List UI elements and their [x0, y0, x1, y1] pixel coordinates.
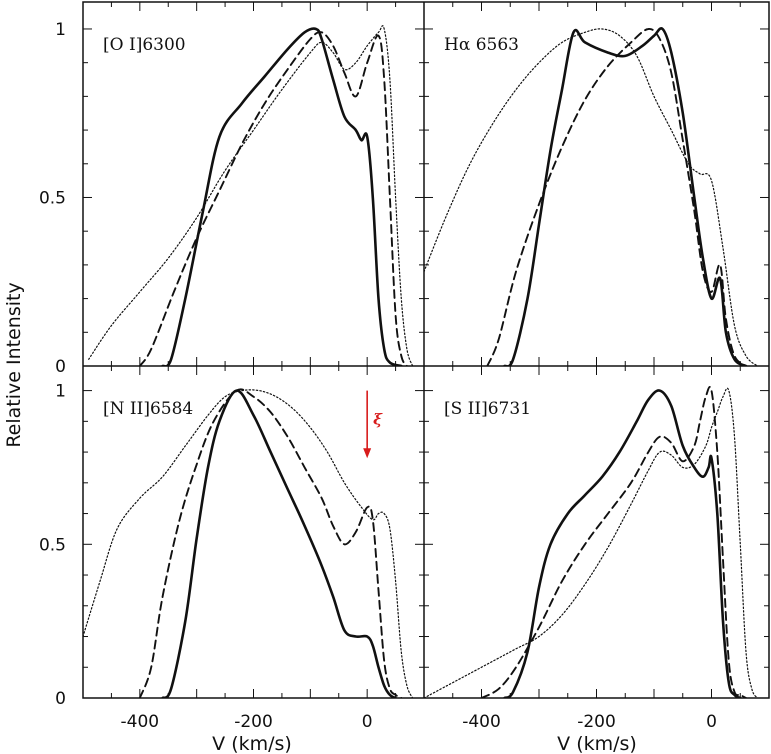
- panel-label: [N II]6584: [103, 399, 193, 419]
- x-tick-label: 0: [362, 712, 373, 732]
- series-line-dotted: [83, 389, 414, 698]
- series-line-solid: [503, 389, 742, 698]
- panels-layer: [O I]6300 Hα 6563 [N II]6584 [S II]6731 ξ: [83, 25, 759, 698]
- x-axis-label-left: V (km/s): [212, 733, 292, 754]
- ticks-panel-4: [423, 366, 770, 699]
- series-line-solid: [161, 389, 397, 698]
- y-tick-label: 1: [55, 382, 66, 402]
- y-tick-label: 0: [55, 357, 66, 377]
- series-line-dotted: [424, 28, 759, 366]
- panel-4: [424, 386, 759, 698]
- y-tick-label: 0.5: [39, 535, 66, 555]
- y-tick-label: 0.5: [39, 188, 66, 208]
- panel-2: [424, 27, 759, 366]
- y-tick-label: 0: [55, 689, 66, 709]
- y-tick-label: 1: [55, 20, 66, 40]
- plot-frame: [82, 1, 770, 699]
- ticks-layer: 0 0.5 1 0 0.5 1 -400 -200 0 -400 -200 0: [39, 2, 770, 732]
- annotation-label: ξ: [373, 411, 383, 429]
- series-line-dashed: [486, 28, 747, 366]
- ticks-panel-3: [82, 366, 425, 699]
- y-axis-label: Relative Intensity: [3, 282, 25, 447]
- panel-label: [O I]6300: [103, 35, 186, 55]
- panel-label: Hα 6563: [444, 35, 519, 55]
- panel-1: [88, 25, 414, 366]
- x-tick-label: -400: [121, 712, 160, 732]
- ticks-panel-2: [423, 2, 770, 367]
- x-tick-label: -400: [462, 712, 501, 732]
- series-line-solid: [503, 27, 748, 366]
- x-tick-label: -200: [577, 712, 616, 732]
- series-line-dashed: [480, 386, 747, 698]
- series-line-dashed: [138, 388, 403, 698]
- series-line-solid: [161, 27, 403, 366]
- series-line-dotted: [424, 387, 759, 698]
- ticks-panel-1: [82, 2, 425, 367]
- annotation-arrow: ξ: [363, 390, 383, 459]
- panel-3: [83, 388, 414, 698]
- series-line-dashed: [138, 31, 408, 366]
- frame-layer: [82, 1, 770, 699]
- series-line-dotted: [88, 25, 414, 366]
- x-tick-label: -200: [234, 712, 273, 732]
- x-tick-label: 0: [706, 712, 717, 732]
- panel-label: [S II]6731: [444, 399, 531, 419]
- x-axis-label-right: V (km/s): [557, 733, 637, 754]
- annotation-arrow-head: [363, 448, 372, 459]
